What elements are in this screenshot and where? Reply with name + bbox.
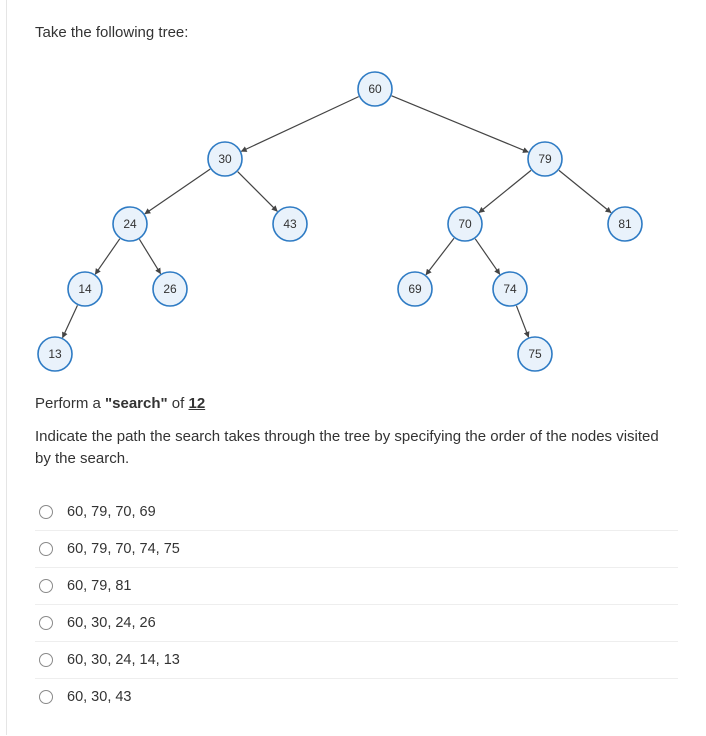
options-list: 60, 79, 70, 69 60, 79, 70, 74, 75 60, 79, …	[35, 494, 678, 715]
tree-node: 24	[113, 207, 147, 241]
tree-node: 13	[38, 337, 72, 371]
option-row[interactable]: 60, 30, 43	[35, 679, 678, 715]
tree-node: 43	[273, 207, 307, 241]
perform-of: of	[168, 395, 189, 412]
option-label: 60, 79, 70, 74, 75	[67, 541, 180, 557]
tree-node-label: 75	[528, 347, 542, 361]
tree-edge	[139, 239, 160, 273]
question-body-text: Indicate the path the search takes throu…	[35, 426, 678, 470]
tree-svg: 60 30 79 24 43 70 81 14 26 69 74 13 75	[35, 49, 675, 389]
tree-node: 70	[448, 207, 482, 241]
tree-node-label: 43	[283, 217, 297, 231]
option-label: 60, 79, 70, 69	[67, 504, 156, 520]
radio-icon[interactable]	[39, 690, 53, 704]
option-row[interactable]: 60, 30, 24, 14, 13	[35, 642, 678, 679]
tree-node: 75	[518, 337, 552, 371]
tree-node-label: 26	[163, 282, 177, 296]
tree-node-label: 13	[48, 347, 62, 361]
tree-node: 26	[153, 272, 187, 306]
tree-node-label: 24	[123, 217, 137, 231]
tree-node-label: 79	[538, 152, 552, 166]
option-label: 60, 79, 81	[67, 578, 132, 594]
tree-diagram: 60 30 79 24 43 70 81 14 26 69 74 13 75	[35, 49, 678, 389]
tree-node-label: 14	[78, 282, 92, 296]
tree-node: 74	[493, 272, 527, 306]
radio-icon[interactable]	[39, 579, 53, 593]
tree-node: 81	[608, 207, 642, 241]
radio-icon[interactable]	[39, 505, 53, 519]
tree-edge	[95, 239, 120, 274]
tree-node-label: 81	[618, 217, 632, 231]
tree-edge	[475, 239, 500, 274]
tree-node-label: 74	[503, 282, 517, 296]
tree-node: 69	[398, 272, 432, 306]
option-label: 60, 30, 43	[67, 689, 132, 705]
tree-edge	[63, 305, 78, 337]
tree-edge	[392, 96, 529, 152]
tree-edge	[516, 306, 528, 337]
radio-icon[interactable]	[39, 542, 53, 556]
perform-value: 12	[188, 395, 205, 412]
tree-edge	[145, 169, 210, 214]
tree-edge	[479, 170, 531, 212]
tree-node-label: 30	[218, 152, 232, 166]
option-label: 60, 30, 24, 14, 13	[67, 652, 180, 668]
tree-node: 14	[68, 272, 102, 306]
option-row[interactable]: 60, 79, 81	[35, 568, 678, 605]
tree-edge	[426, 238, 454, 274]
perform-quoted: "search"	[105, 395, 168, 412]
tree-edge	[559, 170, 611, 212]
option-row[interactable]: 60, 79, 70, 74, 75	[35, 531, 678, 568]
radio-icon[interactable]	[39, 653, 53, 667]
perform-prefix: Perform a	[35, 395, 105, 412]
option-row[interactable]: 60, 30, 24, 26	[35, 605, 678, 642]
option-label: 60, 30, 24, 26	[67, 615, 156, 631]
tree-node-label: 70	[458, 217, 472, 231]
question-perform-line: Perform a "search" of 12	[35, 395, 678, 412]
tree-node-label: 69	[408, 282, 422, 296]
tree-edge	[241, 97, 358, 152]
radio-icon[interactable]	[39, 616, 53, 630]
option-row[interactable]: 60, 79, 70, 69	[35, 494, 678, 531]
tree-node: 79	[528, 142, 562, 176]
tree-node-label: 60	[368, 82, 382, 96]
tree-node: 60	[358, 72, 392, 106]
tree-edge	[238, 172, 278, 212]
question-container: Take the following tree: 60 30 79 24 43 70 81 1…	[6, 0, 706, 735]
tree-node: 30	[208, 142, 242, 176]
question-intro-text: Take the following tree:	[35, 24, 678, 41]
